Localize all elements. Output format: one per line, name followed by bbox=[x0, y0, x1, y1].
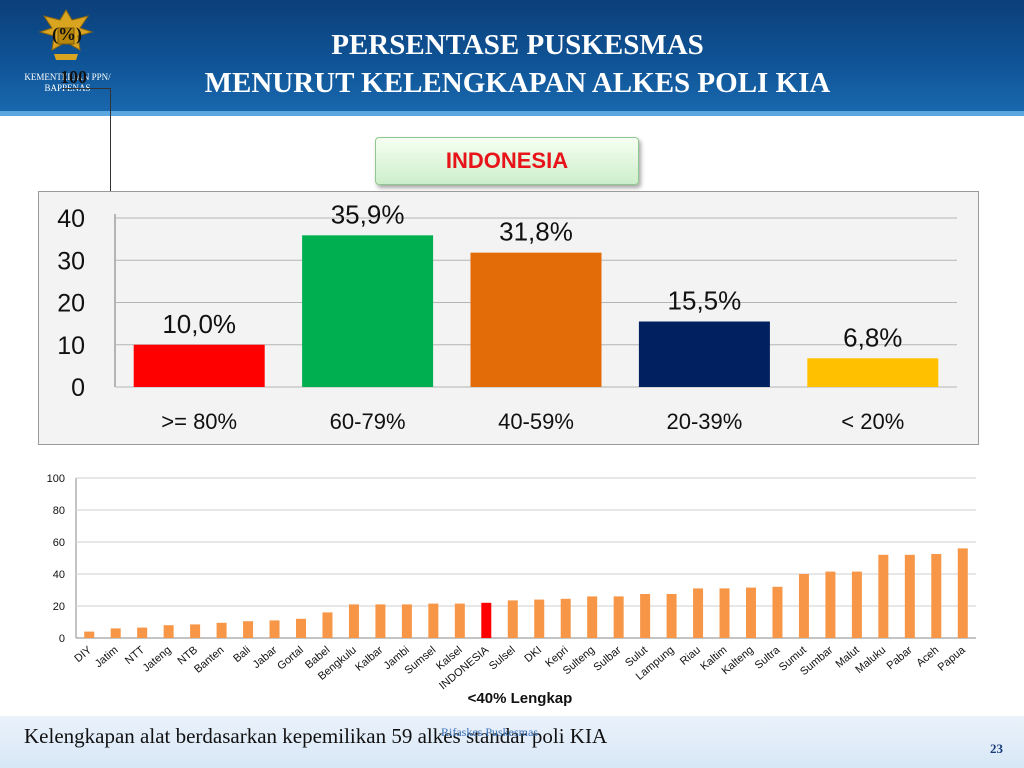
x-tick-label: 60-79% bbox=[330, 409, 406, 434]
bar bbox=[666, 594, 677, 638]
bar bbox=[931, 554, 942, 638]
y-tick-label: 40 bbox=[57, 205, 85, 233]
header-band bbox=[0, 0, 1024, 115]
y-tick-label: 40 bbox=[53, 569, 65, 581]
x-tick-label: Sulsel bbox=[487, 644, 518, 672]
bar bbox=[133, 344, 265, 387]
bar bbox=[904, 554, 915, 638]
bar bbox=[302, 235, 434, 387]
header-divider bbox=[0, 111, 1024, 116]
y-tick-label: 20 bbox=[57, 290, 85, 318]
summary-chart-svg: 0 10 20 30 40 10,0% >= 80% 35,9% 60-79% 31,8% 40-5… bbox=[57, 199, 957, 434]
y-tick-label: 10 bbox=[57, 332, 85, 360]
garuda-logo-icon bbox=[38, 9, 94, 60]
data-label: 35,9% bbox=[331, 199, 405, 229]
bar bbox=[375, 604, 386, 638]
x-axis-title: <40% Lengkap bbox=[468, 690, 573, 707]
data-label: 10,0% bbox=[162, 309, 236, 339]
bar bbox=[560, 598, 571, 638]
unit-label: (%) bbox=[52, 24, 82, 44]
x-tick-label: DKI bbox=[522, 644, 544, 665]
x-tick-label: Jatim bbox=[93, 644, 121, 670]
bar bbox=[878, 554, 889, 638]
footer-band bbox=[0, 716, 1024, 768]
x-tick-label: Gortal bbox=[275, 644, 306, 672]
x-tick-label: DIY bbox=[72, 644, 94, 665]
bar bbox=[693, 588, 704, 638]
x-tick-label: Papua bbox=[936, 644, 969, 674]
bar bbox=[798, 574, 809, 638]
ministry-line-1: KEMENTERIAN PPN/ bbox=[24, 72, 111, 82]
summary-bar-chart: 0 10 20 30 40 10,0% >= 80% 35,9% 60-79% 31,8% 40-5… bbox=[38, 191, 979, 445]
y-tick-label: 30 bbox=[57, 247, 85, 275]
region-badge: INDONESIA bbox=[375, 137, 639, 185]
data-label: 31,8% bbox=[499, 217, 573, 247]
bar bbox=[428, 603, 439, 638]
bar bbox=[507, 600, 518, 638]
x-tick-label: Maluku bbox=[853, 644, 888, 676]
bar bbox=[640, 594, 651, 638]
x-tick-label: Pabar bbox=[885, 644, 915, 672]
x-tick-label: < 20% bbox=[841, 409, 904, 434]
x-tick-label: Banten bbox=[192, 644, 226, 676]
bar bbox=[296, 618, 306, 638]
bar bbox=[851, 571, 862, 638]
callout-line-vertical bbox=[110, 88, 111, 216]
footer-caption: Kelengkapan alat berdasarkan kepemilikan… bbox=[24, 724, 608, 748]
y-tick-label: 100 bbox=[47, 473, 65, 485]
province-bar-chart: 0 20 40 60 80 100 DIY Jatim NTT Jateng NTB Banten Ba… bbox=[38, 465, 979, 715]
bar bbox=[401, 604, 412, 638]
bar bbox=[481, 602, 492, 638]
bar bbox=[243, 621, 254, 638]
bar bbox=[719, 588, 730, 638]
y-tick-label: 80 bbox=[53, 505, 65, 517]
x-tick-label: 40-59% bbox=[498, 409, 574, 434]
bar bbox=[638, 321, 770, 387]
bar bbox=[84, 631, 95, 638]
bar bbox=[470, 252, 602, 387]
y-tick-label: 0 bbox=[71, 374, 85, 402]
bar bbox=[269, 620, 280, 638]
x-tick-label: >= 80% bbox=[161, 409, 237, 434]
data-label: 15,5% bbox=[668, 286, 742, 316]
bar bbox=[322, 612, 333, 638]
bar bbox=[454, 603, 465, 638]
bar bbox=[772, 586, 783, 638]
x-tick-label: Sulbar bbox=[592, 644, 624, 674]
x-tick-label: Jabar bbox=[251, 644, 280, 671]
bar bbox=[137, 627, 148, 638]
x-tick-label: Jateng bbox=[141, 644, 174, 674]
y-tick-label: 20 bbox=[53, 601, 65, 613]
title-line-2: MENURUT KELENGKAPAN ALKES POLI KIA bbox=[204, 67, 831, 99]
bar bbox=[807, 358, 939, 387]
unit-max-label: 100 bbox=[60, 67, 87, 87]
page-number: 23 bbox=[990, 741, 1003, 756]
bar bbox=[957, 548, 968, 638]
bar bbox=[534, 599, 545, 638]
bar bbox=[746, 587, 756, 638]
bar bbox=[348, 604, 359, 638]
bar bbox=[190, 624, 201, 638]
source-note: Rifaskes Puskesmas bbox=[441, 725, 538, 739]
bar bbox=[216, 622, 227, 638]
title-line-1: PERSENTASE PUSKESMAS bbox=[331, 29, 704, 61]
bar bbox=[110, 628, 121, 638]
bar bbox=[825, 571, 836, 638]
x-tick-label: 20-39% bbox=[666, 409, 742, 434]
y-tick-label: 60 bbox=[53, 537, 65, 549]
y-tick-label: 0 bbox=[59, 633, 65, 645]
callout-line-horizontal bbox=[62, 88, 110, 89]
bar bbox=[163, 625, 174, 638]
x-tick-label: Kalbar bbox=[353, 644, 385, 674]
bar bbox=[613, 596, 624, 638]
data-label: 6,8% bbox=[843, 322, 902, 352]
bar bbox=[587, 596, 598, 638]
page-title: PERSENTASE PUSKESMAS MENURUT KELENGKAPAN… bbox=[110, 26, 925, 102]
